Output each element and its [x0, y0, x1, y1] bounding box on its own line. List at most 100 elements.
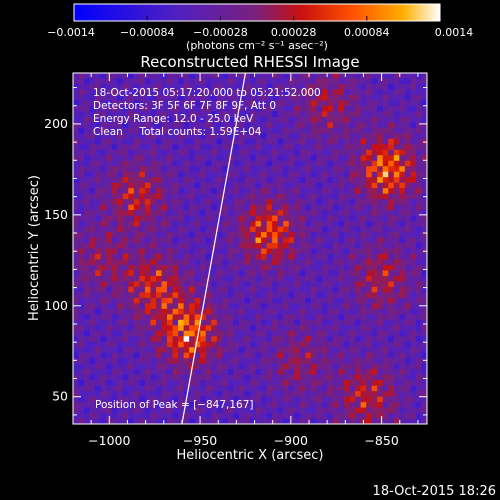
heatmap-cell [388, 275, 395, 282]
heatmap-cell [84, 199, 90, 206]
heatmap-cell [288, 374, 295, 381]
heatmap-cell [200, 407, 207, 414]
heatmap-cell [277, 253, 284, 260]
heatmap-cell [310, 308, 317, 315]
heatmap-cell [338, 182, 345, 189]
heatmap-cell [338, 133, 345, 140]
heatmap-cell [144, 204, 151, 211]
heatmap-cell [84, 204, 90, 211]
heatmap-cell [255, 259, 262, 266]
heatmap-cell [106, 177, 113, 184]
heatmap-cell [305, 199, 312, 206]
heatmap-cell [161, 149, 168, 156]
heatmap-cell [344, 111, 350, 118]
heatmap-cell [344, 133, 350, 140]
heatmap-cell [266, 319, 273, 326]
heatmap-cell [288, 336, 295, 343]
heatmap-cell [332, 292, 339, 299]
heatmap-cell [377, 127, 384, 134]
heatmap-cell [144, 385, 151, 392]
heatmap-cell [122, 391, 129, 397]
heatmap-cell [89, 111, 96, 118]
heatmap-cell [377, 402, 384, 408]
heatmap-cell [266, 248, 273, 255]
heatmap-cell [327, 413, 334, 419]
heatmap-cell [167, 94, 173, 101]
heatmap-cell [95, 413, 102, 419]
heatmap-cell [283, 352, 290, 359]
colorbar-tick-label: −0.00028 [193, 26, 248, 39]
heatmap-cell [117, 259, 124, 266]
heatmap-cell [78, 358, 85, 365]
heatmap-cell [399, 297, 406, 304]
heatmap-cell [106, 369, 113, 376]
heatmap-cell [382, 243, 389, 249]
heatmap-cell [95, 325, 102, 332]
heatmap-cell [415, 100, 422, 107]
heatmap-cell [321, 407, 328, 414]
heatmap-cell [266, 100, 273, 107]
heatmap-cell [399, 149, 406, 156]
heatmap-cell [150, 374, 157, 381]
heatmap-cell [211, 182, 218, 189]
heatmap-cell [117, 237, 124, 244]
heatmap-cell [222, 292, 229, 299]
heatmap-cell [410, 226, 417, 233]
heatmap-cell [310, 325, 317, 332]
heatmap-cell [310, 259, 317, 266]
heatmap-cell [393, 347, 400, 354]
heatmap-cell [144, 215, 151, 222]
heatmap-cell [78, 259, 85, 266]
heatmap-cell [355, 89, 362, 96]
heatmap-cell [200, 155, 207, 162]
heatmap-cell [189, 407, 196, 414]
heatmap-cell [310, 391, 317, 397]
heatmap-cell [211, 210, 218, 216]
heatmap-cell [227, 221, 234, 227]
heatmap-cell [266, 363, 273, 370]
heatmap-cell [266, 325, 273, 332]
heatmap-cell [388, 281, 395, 288]
heatmap-cell [332, 347, 339, 354]
heatmap-cell [200, 264, 207, 271]
heatmap-cell [128, 303, 135, 310]
heatmap-cell [294, 325, 301, 332]
heatmap-cell [178, 385, 185, 392]
heatmap-cell [155, 286, 162, 293]
heatmap-cell [194, 270, 201, 277]
heatmap-cell [205, 402, 212, 408]
heatmap-cell [415, 253, 422, 260]
heatmap-cell [283, 188, 290, 195]
heatmap-cell [415, 369, 422, 376]
heatmap-cell [277, 232, 284, 238]
heatmap-cell [355, 166, 362, 173]
heatmap-cell [305, 122, 312, 129]
x-tick-label: −900 [274, 433, 308, 448]
heatmap-cell [84, 385, 90, 392]
heatmap-cell [415, 413, 422, 419]
heatmap-cell [250, 418, 256, 424]
heatmap-cell [227, 122, 234, 129]
heatmap-cell [233, 105, 240, 112]
heatmap-cell [277, 297, 284, 304]
heatmap-cell [78, 297, 85, 304]
heatmap-cell [194, 232, 201, 238]
heatmap-cell [255, 325, 262, 332]
heatmap-cell [100, 286, 107, 293]
heatmap-cell [78, 292, 85, 299]
heatmap-cell [244, 171, 251, 178]
heatmap-cell [393, 259, 400, 266]
heatmap-cell [283, 369, 290, 376]
heatmap-cell [410, 177, 417, 184]
heatmap-cell [122, 374, 129, 381]
heatmap-cell [399, 248, 406, 255]
heatmap-cell [244, 243, 251, 249]
heatmap-cell [277, 396, 284, 403]
heatmap-cell [227, 407, 234, 414]
heatmap-cell [393, 83, 400, 90]
heatmap-cell [288, 270, 295, 277]
heatmap-cell [100, 248, 107, 255]
heatmap-cell [377, 281, 384, 288]
heatmap-cell [150, 308, 157, 315]
heatmap-cell [321, 418, 328, 424]
